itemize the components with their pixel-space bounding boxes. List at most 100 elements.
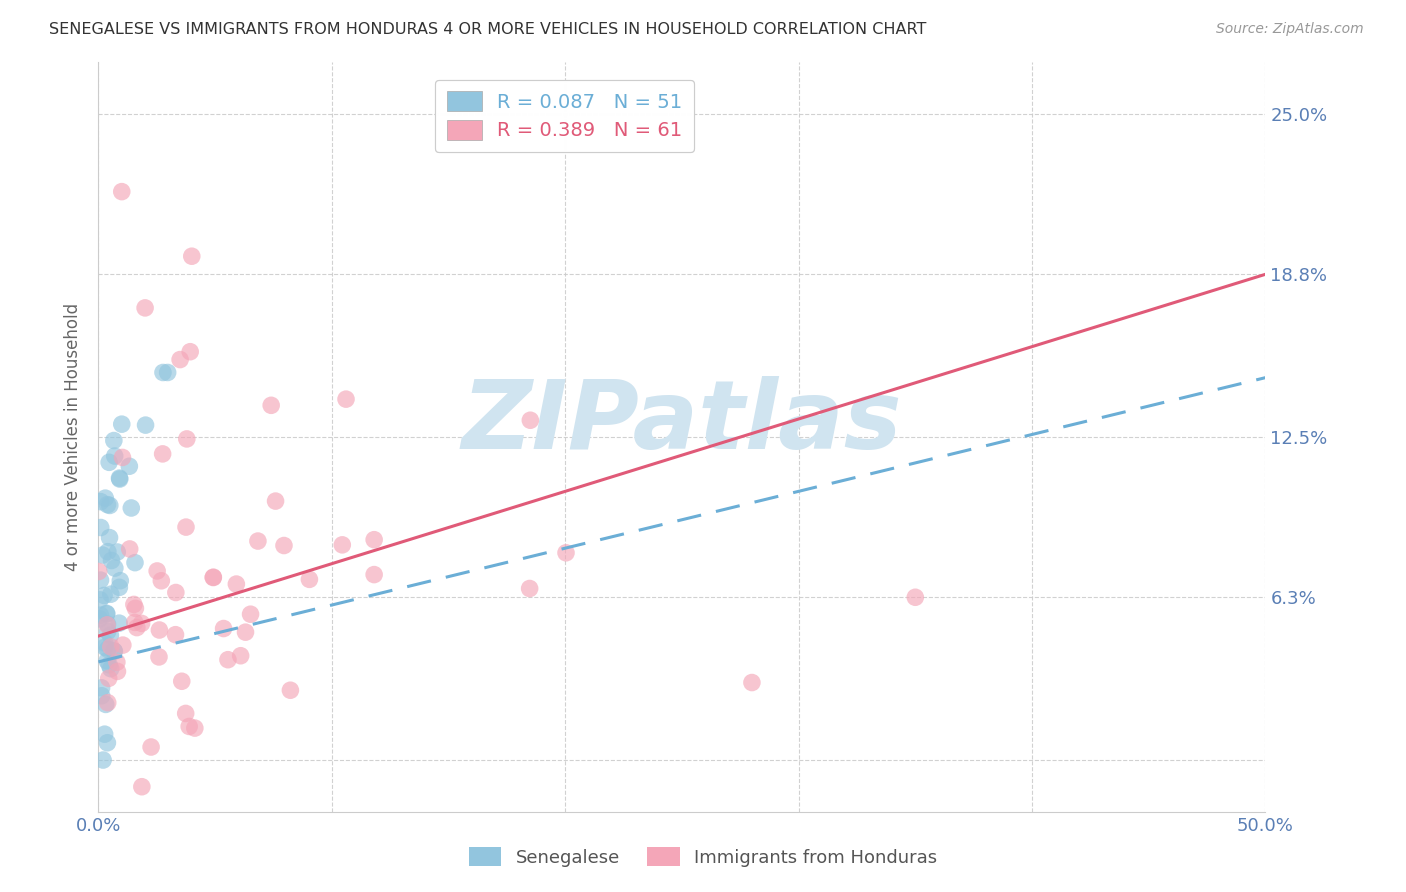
Point: [100, 662, 122, 676]
Legend: Senegalese, Immigrants from Honduras: Senegalese, Immigrants from Honduras: [461, 840, 945, 874]
Point: [94, 640, 117, 655]
Point: [97, 642, 120, 657]
Y-axis label: 4 or more Vehicles in Household: 4 or more Vehicles in Household: [63, 303, 82, 571]
Point: [202, 570, 225, 584]
Point: [555, 546, 578, 560]
Point: [170, 674, 193, 689]
Point: [100, 587, 122, 601]
Point: [94, 491, 117, 505]
Point: [96, 617, 118, 632]
Point: [156, 366, 179, 380]
Point: [103, 434, 125, 448]
Point: [239, 607, 262, 622]
Point: [96, 618, 118, 632]
Point: [363, 533, 385, 547]
Point: [94, 698, 117, 712]
Point: [165, 628, 187, 642]
Point: [904, 591, 927, 605]
Point: [120, 500, 142, 515]
Point: [96, 654, 118, 668]
Point: [90, 689, 112, 703]
Point: [108, 471, 131, 485]
Point: [89, 592, 111, 607]
Point: [134, 301, 156, 315]
Point: [104, 449, 127, 463]
Point: [519, 413, 541, 427]
Point: [96, 498, 118, 512]
Point: [202, 570, 225, 584]
Point: [150, 574, 173, 588]
Point: [298, 573, 321, 587]
Point: [363, 567, 385, 582]
Point: [104, 561, 127, 575]
Point: [93, 589, 115, 603]
Point: [335, 392, 357, 406]
Point: [97, 696, 120, 710]
Point: [131, 616, 153, 631]
Point: [110, 574, 132, 588]
Point: [89, 573, 111, 587]
Point: [108, 616, 131, 631]
Point: [184, 721, 207, 735]
Point: [87, 565, 110, 579]
Point: [98, 657, 121, 672]
Point: [107, 665, 129, 679]
Point: [105, 655, 128, 669]
Point: [741, 675, 763, 690]
Point: [246, 534, 269, 549]
Point: [330, 538, 353, 552]
Point: [89, 608, 111, 623]
Point: [97, 544, 120, 558]
Point: [139, 739, 162, 754]
Point: [122, 598, 145, 612]
Point: [148, 649, 170, 664]
Point: [124, 601, 146, 615]
Point: [146, 564, 169, 578]
Point: [90, 681, 112, 695]
Point: [89, 612, 111, 626]
Point: [96, 607, 118, 621]
Point: [217, 653, 239, 667]
Point: [97, 624, 120, 639]
Point: [225, 577, 247, 591]
Point: [519, 582, 541, 596]
Point: [98, 499, 121, 513]
Point: [235, 625, 257, 640]
Point: [273, 539, 295, 553]
Point: [174, 706, 197, 721]
Point: [103, 644, 125, 658]
Point: [152, 447, 174, 461]
Point: [316, 882, 339, 892]
Point: [90, 520, 112, 534]
Point: [96, 607, 118, 621]
Point: [179, 719, 201, 733]
Point: [180, 249, 202, 263]
Point: [91, 548, 114, 562]
Point: [212, 622, 235, 636]
Point: [280, 683, 302, 698]
Point: [97, 672, 120, 686]
Point: [118, 541, 141, 556]
Point: [264, 494, 287, 508]
Point: [90, 494, 112, 508]
Point: [108, 472, 131, 486]
Point: [100, 553, 122, 567]
Point: [152, 366, 174, 380]
Point: [96, 736, 118, 750]
Point: [165, 585, 187, 599]
Point: [118, 459, 141, 474]
Point: [111, 450, 134, 465]
Point: [148, 623, 170, 637]
Legend: R = 0.087   N = 51, R = 0.389   N = 61: R = 0.087 N = 51, R = 0.389 N = 61: [434, 79, 695, 152]
Point: [260, 398, 283, 412]
Point: [124, 556, 146, 570]
Point: [91, 753, 114, 767]
Text: SENEGALESE VS IMMIGRANTS FROM HONDURAS 4 OR MORE VEHICLES IN HOUSEHOLD CORRELATI: SENEGALESE VS IMMIGRANTS FROM HONDURAS 4…: [49, 22, 927, 37]
Point: [131, 780, 153, 794]
Point: [103, 644, 125, 658]
Text: Source: ZipAtlas.com: Source: ZipAtlas.com: [1216, 22, 1364, 37]
Point: [93, 636, 115, 650]
Point: [169, 352, 191, 367]
Point: [93, 882, 115, 892]
Point: [174, 520, 197, 534]
